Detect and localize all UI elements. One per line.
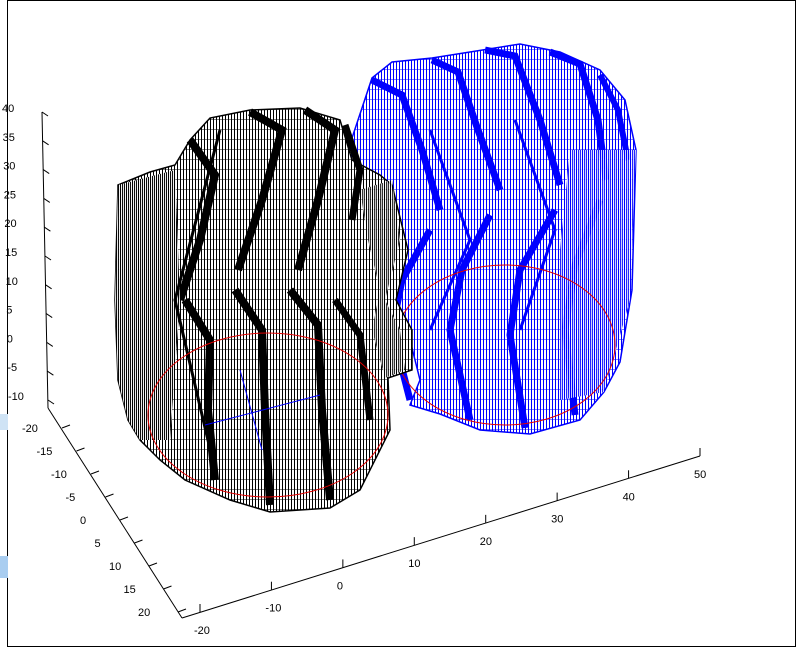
axes bbox=[41, 111, 701, 619]
left-gear-pitch-circle bbox=[147, 332, 389, 498]
left-gear-body bbox=[114, 107, 413, 513]
mesh-interlock bbox=[360, 180, 405, 378]
y-axis-tick-mark bbox=[119, 516, 129, 521]
y-axis-tick-mark bbox=[134, 539, 143, 544]
left-gear-ridge bbox=[294, 106, 340, 272]
center-axis-line bbox=[239, 369, 263, 451]
z-axis-tick-label: 0 bbox=[7, 333, 13, 345]
left-gear bbox=[114, 106, 413, 513]
z-axis-tick-label: 20 bbox=[4, 218, 16, 230]
right-gear-chevron bbox=[513, 119, 557, 331]
y-axis-tick-label: -20 bbox=[22, 423, 38, 435]
left-gear-ridge bbox=[332, 297, 374, 421]
x-axis-tick-label: 10 bbox=[408, 558, 420, 570]
left-gear-ridge bbox=[176, 137, 220, 302]
z-axis-tick-mark bbox=[44, 255, 52, 261]
z-axis-tick-label: 25 bbox=[4, 189, 16, 201]
left-gear-side-face bbox=[115, 170, 180, 440]
window-sash-edge bbox=[0, 414, 8, 430]
y-axis-tick-label: -10 bbox=[51, 469, 67, 481]
y-axis-tick-mark bbox=[90, 470, 100, 475]
y-axis-tick-label: -15 bbox=[37, 446, 53, 458]
y-axis-tick-label: 20 bbox=[138, 607, 150, 619]
left-gear-chevron bbox=[173, 129, 222, 471]
y-axis-tick-mark bbox=[163, 585, 172, 590]
z-axis-tick-label: -5 bbox=[7, 362, 17, 374]
z-axis-tick-label: 40 bbox=[2, 103, 14, 115]
z-axis-tick-mark bbox=[43, 197, 51, 203]
z-axis-tick-mark bbox=[44, 226, 51, 232]
x-axis-ticks: -20 -10 0 10 20 30 40 50 bbox=[194, 448, 706, 637]
y-axis-line bbox=[47, 407, 183, 619]
left-gear-ridge bbox=[234, 108, 287, 272]
left-gear-ridge bbox=[181, 297, 219, 481]
z-axis-tick-mark bbox=[46, 341, 54, 347]
z-axis-tick-mark bbox=[41, 111, 49, 117]
right-gear-ridge bbox=[430, 56, 504, 192]
z-axis-tick-mark bbox=[42, 169, 50, 175]
x-axis-tick-label: 0 bbox=[337, 580, 343, 592]
y-axis-tick-label: 5 bbox=[95, 538, 101, 550]
x-axis-tick-label: 50 bbox=[694, 469, 706, 481]
right-gear-ridge bbox=[597, 73, 631, 161]
right-gear-chevron bbox=[428, 129, 472, 331]
z-axis-tick-label: 5 bbox=[6, 305, 12, 317]
y-axis-tick-label: -5 bbox=[66, 492, 76, 504]
z-axis-tick-label: 35 bbox=[3, 132, 15, 144]
y-axis-tick-label: 15 bbox=[124, 584, 136, 596]
left-gear-ridge bbox=[286, 287, 334, 501]
x-axis-tick-label: -10 bbox=[265, 603, 281, 615]
left-gear-ridge bbox=[231, 287, 274, 506]
y-axis-tick-mark bbox=[148, 562, 158, 567]
y-axis-tick-mark bbox=[177, 608, 187, 613]
z-axis-line bbox=[41, 111, 49, 409]
right-gear-ridge bbox=[446, 213, 494, 421]
right-gear-ridge bbox=[506, 208, 559, 429]
z-axis-tick-label: 30 bbox=[3, 161, 15, 173]
z-axis-tick-mark bbox=[45, 313, 53, 319]
x-axis-tick-label: -20 bbox=[194, 625, 210, 637]
z-axis-tick-label: 15 bbox=[5, 247, 17, 259]
x-axis-tick-label: 40 bbox=[623, 491, 635, 503]
window-sash-edge bbox=[0, 556, 8, 578]
z-axis-tick-label: 10 bbox=[6, 276, 18, 288]
center-axis-line bbox=[204, 394, 321, 426]
y-axis-tick-mark bbox=[105, 493, 114, 498]
y-axis-tick-mark bbox=[61, 424, 71, 429]
right-gear-ridge bbox=[370, 76, 444, 212]
y-axis-tick-mark bbox=[76, 447, 85, 452]
z-axis-tick-mark bbox=[42, 140, 49, 146]
x-axis-tick-label: 30 bbox=[551, 514, 563, 526]
z-axis-tick-mark bbox=[47, 370, 54, 376]
left-gear-ridge bbox=[341, 123, 364, 221]
z-axis-tick-mark bbox=[47, 399, 55, 405]
x-axis-line bbox=[181, 455, 701, 619]
right-gear-side-face bbox=[560, 150, 636, 400]
z-axis-tick-label: -10 bbox=[8, 391, 24, 403]
x-axis-tick-label: 20 bbox=[480, 536, 492, 548]
z-axis-ticks: 40 35 30 25 20 15 10 5 0 -5 -10 bbox=[2, 103, 55, 405]
z-axis-tick-mark bbox=[45, 284, 52, 290]
y-axis-tick-label: 10 bbox=[109, 561, 121, 573]
right-gear-ridge bbox=[484, 46, 564, 187]
y-axis-tick-label: 0 bbox=[80, 515, 86, 527]
